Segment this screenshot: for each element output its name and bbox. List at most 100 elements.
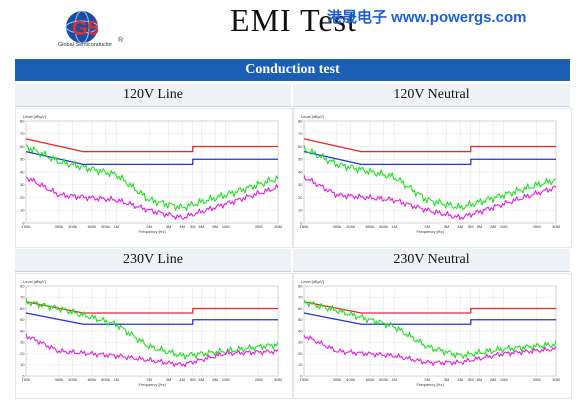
page-title: EMI Test xyxy=(230,2,357,38)
y-tick-label: 60 xyxy=(298,144,303,149)
x-tick-label: 6M xyxy=(199,377,205,382)
x-tick-label: 10M xyxy=(500,224,508,229)
x-tick-label: 8M xyxy=(212,224,218,229)
x-tick-label: 2M xyxy=(424,377,430,382)
x-tick-label: 150k xyxy=(22,224,31,229)
x-tick-label: 4M xyxy=(179,377,185,382)
x-tick-label: 800k xyxy=(379,377,388,382)
x-tick-label: 30M xyxy=(274,377,282,382)
y-tick-label: 20 xyxy=(20,351,25,356)
x-tick-label: 800k xyxy=(101,377,110,382)
y-tick-label: 0 xyxy=(300,220,303,225)
y-tick-label: 80 xyxy=(20,118,25,123)
x-tick-label: 6M xyxy=(477,377,483,382)
x-tick-label: 300k xyxy=(55,377,64,382)
y-tick-label: 20 xyxy=(298,195,303,200)
y-tick-label: 30 xyxy=(20,340,25,345)
limit-avg-line xyxy=(25,312,278,325)
y-tick-label: 40 xyxy=(298,169,303,174)
x-tick-label: 4M xyxy=(457,224,463,229)
x-tick-label: 600k xyxy=(366,377,375,382)
y-axis-label: Level [dBµV] xyxy=(23,114,46,119)
x-axis-label: Frequency [Hz] xyxy=(138,229,165,234)
chart-panel-230v-line: 80 70 60 50 40 30 20 10 0 150k 300k 400k 600k 800k 1M 2… xyxy=(15,273,293,399)
x-tick-label: 300k xyxy=(333,377,342,382)
limit-avg-line xyxy=(303,312,556,325)
y-tick-label: 20 xyxy=(298,351,303,356)
x-tick-label: 10M xyxy=(222,224,230,229)
section-title: Conduction test xyxy=(15,59,570,81)
panel-label-120v-line: 120V Line xyxy=(15,84,291,107)
y-tick-label: 30 xyxy=(298,340,303,345)
x-tick-label: 6M xyxy=(199,224,205,229)
x-tick-label: 400k xyxy=(346,224,355,229)
x-tick-label: 1M xyxy=(391,224,397,229)
x-tick-label: 30M xyxy=(552,377,560,382)
logo-globe-icon xyxy=(66,11,98,43)
x-tick-label: 10M xyxy=(500,377,508,382)
limit-qp-line xyxy=(303,301,556,314)
x-tick-label: 8M xyxy=(212,377,218,382)
x-tick-label: 8M xyxy=(490,377,496,382)
panel-label-120v-neutral: 120V Neutral xyxy=(293,84,570,107)
x-tick-label: 20M xyxy=(255,377,263,382)
avg-trace xyxy=(303,175,557,221)
company-logo: G5 ® xyxy=(65,10,124,44)
x-tick-label: 2M xyxy=(424,224,430,229)
x-tick-label: 3M xyxy=(166,224,172,229)
x-tick-label: 1M xyxy=(113,224,119,229)
x-tick-label: 400k xyxy=(68,377,77,382)
x-tick-label: 400k xyxy=(68,224,77,229)
y-axis-label: Level [dBµV] xyxy=(23,279,46,284)
chart-panel-120v-neutral: 80 70 60 50 40 30 20 10 0 150k 300k 400k 600k 800k 1M 2… xyxy=(293,108,572,248)
x-tick-label: 600k xyxy=(88,377,97,382)
y-tick-label: 40 xyxy=(298,328,303,333)
y-tick-label: 70 xyxy=(20,131,25,136)
x-tick-label: 10M xyxy=(222,377,230,382)
x-axis-label: Frequency [Hz] xyxy=(138,382,165,387)
panel-label-230v-line: 230V Line xyxy=(15,249,291,272)
x-tick-label: 600k xyxy=(88,224,97,229)
x-tick-label: 5M xyxy=(468,224,474,229)
y-tick-label: 10 xyxy=(298,362,303,367)
x-tick-label: 1M xyxy=(113,377,119,382)
y-tick-label: 0 xyxy=(300,373,303,378)
y-axis-label: Level [dBµV] xyxy=(301,114,324,119)
x-tick-label: 3M xyxy=(444,224,450,229)
x-tick-label: 8M xyxy=(490,224,496,229)
y-tick-label: 50 xyxy=(298,157,303,162)
x-tick-label: 2M xyxy=(146,224,152,229)
logo-text: G5 xyxy=(72,18,99,40)
limit-avg-line xyxy=(303,150,556,165)
y-tick-label: 80 xyxy=(20,283,25,288)
x-tick-label: 800k xyxy=(101,224,110,229)
x-tick-label: 600k xyxy=(366,224,375,229)
qp-trace xyxy=(25,144,279,211)
x-tick-label: 20M xyxy=(533,377,541,382)
x-tick-label: 150k xyxy=(22,377,31,382)
y-tick-label: 30 xyxy=(298,182,303,187)
y-tick-label: 40 xyxy=(20,169,25,174)
y-tick-label: 10 xyxy=(298,208,303,213)
y-tick-label: 80 xyxy=(298,283,303,288)
y-axis-label: Level [dBµV] xyxy=(301,279,324,284)
limit-qp-line xyxy=(303,138,556,153)
y-tick-label: 50 xyxy=(20,157,25,162)
x-tick-label: 20M xyxy=(533,224,541,229)
x-tick-label: 150k xyxy=(300,224,309,229)
y-tick-label: 80 xyxy=(298,118,303,123)
x-tick-label: 4M xyxy=(179,224,185,229)
x-tick-label: 300k xyxy=(55,224,64,229)
limit-qp-line xyxy=(25,138,278,153)
x-tick-label: 5M xyxy=(190,224,196,229)
x-axis-label: Frequency [Hz] xyxy=(416,229,443,234)
x-tick-label: 3M xyxy=(444,377,450,382)
y-tick-label: 60 xyxy=(20,144,25,149)
qp-trace xyxy=(303,144,557,211)
qp-trace xyxy=(303,299,557,359)
y-tick-label: 0 xyxy=(22,373,25,378)
x-tick-label: 400k xyxy=(346,377,355,382)
chart-panel-230v-neutral: 80 70 60 50 40 30 20 10 0 150k 300k 400k 600k 800k 1M 2… xyxy=(293,273,572,399)
